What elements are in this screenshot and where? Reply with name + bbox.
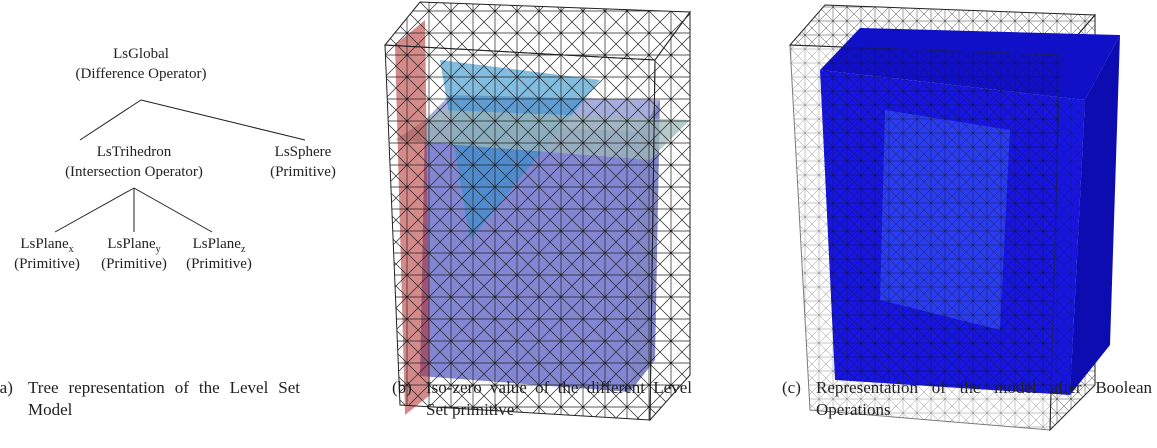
wireframe: [385, 45, 655, 420]
edge: [80, 100, 141, 140]
node-role: (Primitive): [101, 256, 167, 272]
edge: [134, 188, 212, 232]
node-name: LsGlobal: [113, 46, 169, 62]
node-name: LsPlane: [193, 236, 242, 252]
caption: (a) Tree representation of the Level Set…: [0, 377, 300, 421]
mesh-image-b: [385, 2, 690, 420]
node-role: (Primitive): [14, 256, 80, 272]
node-name: LsPlanex: [20, 236, 73, 255]
node-sub: x: [69, 244, 74, 255]
caption-label: (a): [0, 377, 28, 421]
node-name: LsPlane: [20, 236, 69, 252]
node-name: LsSphere: [275, 144, 332, 160]
node-sub: y: [156, 244, 161, 255]
caption-label: (c): [782, 377, 816, 421]
caption-text: Representation of the model after Boolea…: [816, 377, 1152, 421]
mesh-image-c: [790, 5, 1120, 430]
node-name: LsTrihedron: [97, 144, 172, 160]
node-role: (Primitive): [270, 164, 336, 180]
edge: [55, 188, 134, 232]
caption-text: Iso-zero value of the different Level Se…: [426, 377, 692, 421]
caption-label: (b): [392, 377, 426, 421]
caption: (c) Representation of the model after Bo…: [782, 377, 1152, 421]
node-name: LsPlaney: [107, 236, 160, 255]
node-name: LsPlanez: [193, 236, 246, 255]
wireframe: [650, 12, 690, 420]
node-sub: z: [241, 244, 246, 255]
wireframe: [790, 45, 1060, 430]
node-name: LsPlane: [107, 236, 156, 252]
caption: (b) Iso-zero value of the different Leve…: [392, 377, 692, 421]
caption-text: Tree representation of the Level Set Mod…: [28, 377, 300, 421]
edge: [141, 100, 305, 140]
page: LsGlobal (Difference Operator) LsTrihedr…: [0, 0, 1157, 448]
node-role: (Difference Operator): [76, 66, 207, 82]
node-role: (Primitive): [186, 256, 252, 272]
node-role: (Intersection Operator): [65, 164, 203, 180]
